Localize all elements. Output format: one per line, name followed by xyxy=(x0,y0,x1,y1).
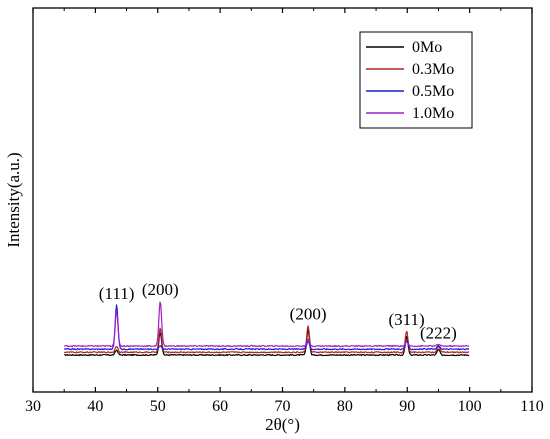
series-line-0-5mo xyxy=(63,304,470,351)
peak-label: (200) xyxy=(142,280,179,299)
x-tick-label: 100 xyxy=(458,398,482,415)
x-tick-label: 90 xyxy=(399,398,415,415)
x-tick-label: 110 xyxy=(520,398,543,415)
x-tick-label: 60 xyxy=(212,398,228,415)
legend-box xyxy=(359,31,473,129)
series-line-0-3mo xyxy=(63,325,470,354)
peak-label: (111) xyxy=(99,284,135,303)
peak-label: (311) xyxy=(389,310,425,329)
peak-label: (200) xyxy=(290,305,327,324)
x-tick-label: 80 xyxy=(337,398,353,415)
x-tick-label: 50 xyxy=(150,398,166,415)
x-tick-label: 40 xyxy=(87,398,103,415)
legend-label: 0.3Mo xyxy=(412,61,454,78)
series-line-1-0mo xyxy=(64,301,470,348)
x-axis-label: 2θ(°) xyxy=(265,415,300,434)
legend-label: 0.5Mo xyxy=(412,83,454,100)
legend-label: 0Mo xyxy=(412,39,442,56)
legend-label: 1.0Mo xyxy=(412,105,454,122)
peak-label: (222) xyxy=(420,323,457,342)
x-tick-label: 70 xyxy=(275,398,291,415)
x-tick-label: 30 xyxy=(25,398,41,415)
series-line-0mo xyxy=(64,329,470,357)
y-axis-label: Intensity(a.u.) xyxy=(4,152,23,247)
